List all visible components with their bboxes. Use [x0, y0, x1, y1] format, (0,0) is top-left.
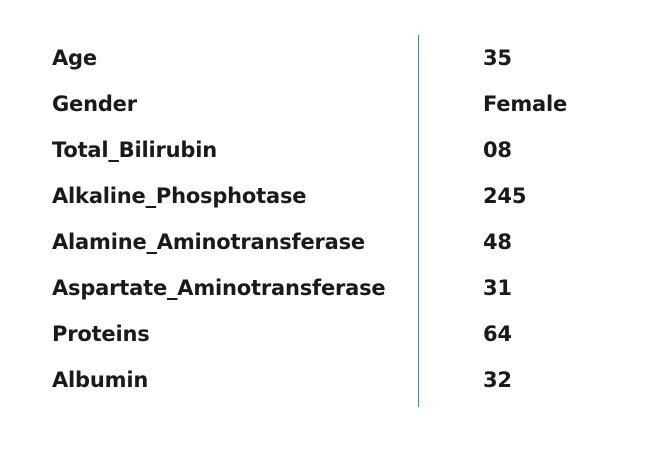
table-row-gender: Gender Female [0, 81, 652, 127]
field-value: 31 [483, 276, 512, 300]
field-label: Age [52, 46, 97, 70]
field-value: 48 [483, 230, 512, 254]
table-row-age: Age 35 [0, 35, 652, 81]
table-row-total-bilirubin: Total_Bilirubin 08 [0, 127, 652, 173]
field-value: 64 [483, 322, 512, 346]
field-label: Gender [52, 92, 137, 116]
table-row-proteins: Proteins 64 [0, 311, 652, 357]
field-value: 32 [483, 368, 512, 392]
field-label: Proteins [52, 322, 150, 346]
field-value: Female [483, 92, 568, 116]
field-label: Alamine_Aminotransferase [52, 230, 365, 254]
table-row-alamine-aminotransferase: Alamine_Aminotransferase 48 [0, 219, 652, 265]
field-value: 245 [483, 184, 527, 208]
table-row-alkaline-phosphotase: Alkaline_Phosphotase 245 [0, 173, 652, 219]
field-label: Aspartate_Aminotransferase [52, 276, 386, 300]
column-divider [418, 35, 419, 407]
field-value: 08 [483, 138, 512, 162]
field-label: Albumin [52, 368, 149, 392]
record-rows: Age 35 Gender Female Total_Bilirubin 08 … [0, 35, 652, 403]
table-row-albumin: Albumin 32 [0, 357, 652, 403]
field-label: Total_Bilirubin [52, 138, 217, 162]
field-value: 35 [483, 46, 512, 70]
field-label: Alkaline_Phosphotase [52, 184, 307, 208]
table-row-aspartate-aminotransferase: Aspartate_Aminotransferase 31 [0, 265, 652, 311]
